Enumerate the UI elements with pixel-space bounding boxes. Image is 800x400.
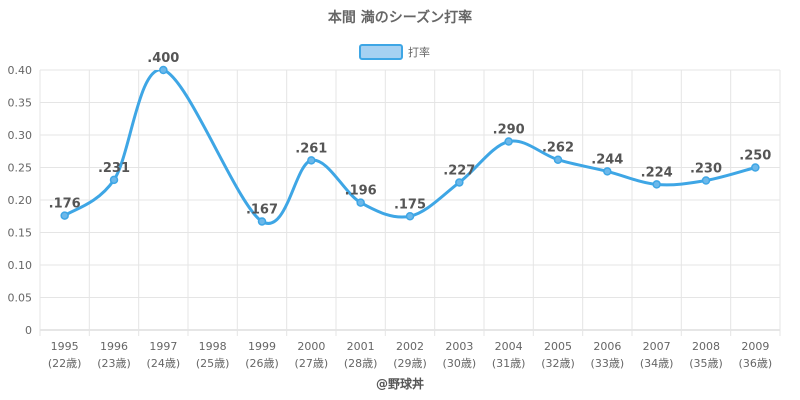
data-point[interactable] [652, 180, 661, 189]
data-label: .262 [542, 141, 574, 156]
x-tick-age-label: (33歳) [591, 357, 625, 370]
x-tick-label: 2005 [544, 340, 572, 353]
y-axis-ticks: 0 0.05 0.10 0.15 0.20 0.25 0.30 0.35 0.40 [8, 64, 33, 337]
legend[interactable]: 打率 [359, 44, 430, 60]
x-tick-label: 2003 [445, 340, 473, 353]
x-tick-age-label: (27歳) [295, 357, 329, 370]
data-label: .224 [641, 165, 673, 180]
y-tick-label: 0.40 [8, 64, 33, 77]
data-label: .244 [591, 152, 623, 167]
x-tick-age-label: (25歳) [196, 357, 230, 370]
data-label: .261 [295, 141, 327, 156]
data-point[interactable] [60, 211, 69, 220]
y-tick-label: 0.30 [8, 129, 33, 142]
x-tick-age-label: (24歳) [147, 357, 181, 370]
data-label: .175 [394, 197, 426, 212]
x-tick-label: 2000 [297, 340, 325, 353]
x-tick-label: 2009 [741, 340, 769, 353]
x-tick-label: 1995 [51, 340, 79, 353]
data-label: .400 [147, 51, 179, 66]
data-label: .250 [739, 149, 771, 164]
data-labels: .176 .231 .400 .167 .261 .196 .175 .227 .290 .262… [49, 51, 772, 217]
x-tick-age-label: (22歳) [48, 357, 82, 370]
data-label: .227 [443, 163, 475, 178]
data-label: .196 [345, 184, 377, 199]
data-point[interactable] [504, 137, 513, 146]
x-tick-age-label: (30歳) [443, 357, 477, 370]
y-tick-label: 0.20 [8, 194, 33, 207]
data-label: .230 [690, 162, 722, 177]
data-point[interactable] [405, 212, 415, 221]
x-tick-label: 1999 [248, 340, 276, 353]
x-tick-age-label: (23歳) [97, 357, 131, 370]
data-point[interactable] [109, 175, 119, 185]
x-axis-ticks: 1995 (22歳) 1996 (23歳) 1997 (24歳) 1998 (25歳) 1999… [48, 340, 772, 370]
data-point[interactable] [159, 65, 168, 75]
x-tick-age-label: (26歳) [245, 357, 279, 370]
x-tick-age-label: (36歳) [739, 357, 773, 370]
data-point[interactable] [553, 155, 563, 164]
x-tick-label: 2006 [593, 340, 621, 353]
data-point[interactable] [701, 176, 711, 185]
x-tick-label: 1998 [199, 340, 227, 353]
x-tick-age-label: (29歳) [393, 357, 427, 370]
y-tick-label: 0.15 [8, 227, 33, 240]
x-tick-label: 2001 [347, 340, 375, 353]
x-tick-age-label: (32歳) [541, 357, 575, 370]
data-label: .167 [246, 202, 278, 217]
x-tick-label: 1996 [100, 340, 128, 353]
data-label: .290 [493, 123, 525, 138]
x-tick-label: 2004 [495, 340, 523, 353]
x-tick-label: 2007 [643, 340, 671, 353]
y-tick-label: 0.05 [8, 292, 33, 305]
data-point[interactable] [307, 156, 316, 165]
credit-text: @野球丼 [376, 376, 424, 391]
x-tick-age-label: (28歳) [344, 357, 378, 370]
y-tick-label: 0.10 [8, 259, 33, 272]
data-points [60, 65, 760, 226]
y-tick-label: 0 [25, 324, 32, 337]
x-tick-label: 1997 [149, 340, 177, 353]
data-point[interactable] [257, 217, 267, 226]
x-tick-age-label: (35歳) [689, 357, 723, 370]
legend-swatch [359, 44, 403, 60]
x-tick-label: 2008 [692, 340, 720, 353]
data-point[interactable] [603, 167, 612, 176]
data-point[interactable] [455, 178, 464, 187]
x-tick-age-label: (31歳) [492, 357, 526, 370]
chart-title: 本間 満のシーズン打率 [328, 9, 472, 26]
y-tick-label: 0.25 [8, 162, 33, 175]
x-tick-label: 2002 [396, 340, 424, 353]
data-point[interactable] [356, 198, 365, 207]
data-point[interactable] [751, 163, 760, 172]
legend-label: 打率 [408, 45, 430, 59]
x-tick-age-label: (34歳) [640, 357, 674, 370]
y-tick-label: 0.35 [8, 97, 33, 110]
data-label: .176 [49, 197, 81, 212]
data-label: .231 [98, 161, 130, 176]
